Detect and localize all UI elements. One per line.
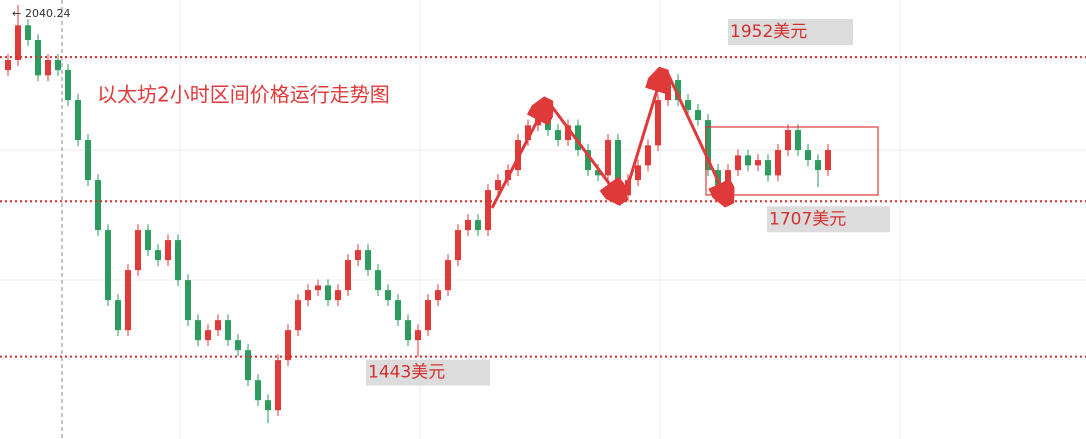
candle-body (525, 125, 531, 141)
candle-body (185, 280, 191, 321)
candle-body (165, 240, 171, 261)
arrow (666, 73, 727, 200)
candle-body (765, 160, 771, 176)
candle-body (75, 100, 81, 141)
candle-body (335, 290, 341, 301)
candle-body (495, 180, 501, 191)
arrow (490, 104, 546, 209)
candle-body (425, 300, 431, 331)
candle-body (65, 70, 71, 101)
max-label: 2040.24 (25, 7, 71, 20)
candle-body (665, 80, 671, 101)
candle-body (405, 320, 411, 341)
candle-body (255, 380, 261, 401)
candle-body (345, 260, 351, 291)
candle-body (695, 110, 701, 121)
candle-body (815, 160, 821, 171)
arrow (548, 103, 620, 198)
candle-body (785, 130, 791, 151)
candle-body (675, 80, 681, 101)
candle-body (655, 100, 661, 146)
candle-body (5, 60, 11, 71)
candle-body (455, 230, 461, 261)
arrow-glyph: ← (12, 7, 21, 20)
candle-body (685, 100, 691, 111)
level-label-bg (366, 359, 490, 386)
range-box (705, 126, 879, 196)
candle-body (205, 330, 211, 341)
candle-body (465, 220, 471, 231)
candle-body (275, 360, 281, 411)
candle-body (245, 350, 251, 381)
candle-body (45, 60, 51, 76)
candle-body (805, 150, 811, 161)
candle-body (725, 170, 731, 186)
candle-body (215, 320, 221, 331)
arrow (622, 74, 662, 199)
candle-body (325, 285, 331, 301)
candle-body (415, 330, 421, 341)
candle-body (95, 180, 101, 231)
candle-body (385, 290, 391, 301)
candle-body (355, 250, 361, 261)
level-label-bg (728, 19, 853, 46)
candle-body (445, 260, 451, 291)
candle-body (225, 320, 231, 341)
candle-body (585, 150, 591, 171)
candle-body (155, 250, 161, 261)
candle-body (795, 130, 801, 151)
candle-body (555, 130, 561, 141)
candle-body (15, 25, 21, 61)
candle-body (235, 340, 241, 351)
candle-body (365, 250, 371, 271)
candle-body (315, 285, 321, 291)
candle-body (575, 125, 581, 151)
candle-body (295, 300, 301, 331)
candle-body (565, 125, 571, 141)
candle-body (825, 150, 831, 171)
candle-body (195, 320, 201, 341)
candle-body (135, 230, 141, 271)
candle-body (735, 155, 741, 171)
candle-body (285, 330, 291, 361)
candle-body (775, 150, 781, 176)
candle-body (375, 270, 381, 291)
candle-body (475, 220, 481, 231)
candle-body (485, 190, 491, 231)
candle-body (395, 300, 401, 321)
level-label: 1443美元 (368, 363, 445, 383)
candle-body (595, 170, 601, 176)
candle-body (115, 300, 121, 331)
candle-body (645, 145, 651, 166)
candle-body (105, 230, 111, 301)
candle-body (705, 120, 711, 171)
candle-body (545, 110, 551, 131)
candle-body (745, 155, 751, 166)
level-label: 1952美元 (730, 22, 807, 42)
candle-body (175, 240, 181, 281)
level-label-bg (767, 206, 890, 233)
candle-body (25, 25, 31, 41)
candle-body (85, 140, 91, 181)
chart-title: 以太坊2小时区间价格运行走势图 (97, 83, 390, 107)
candle-body (265, 400, 271, 411)
candle-body (615, 140, 621, 196)
arrows (490, 73, 727, 209)
candle-body (605, 140, 611, 176)
levels: 1952美元 1707美元 1443美元 (0, 19, 1086, 386)
candle-body (435, 290, 441, 301)
candle-body (635, 165, 641, 181)
candle-body (35, 40, 41, 76)
candle-body (125, 270, 131, 331)
candle-body (755, 160, 761, 166)
candles (5, 5, 831, 424)
candle-body (145, 230, 151, 251)
candle-body (305, 290, 311, 301)
level-label: 1707美元 (769, 209, 846, 229)
candle-body (55, 60, 61, 71)
